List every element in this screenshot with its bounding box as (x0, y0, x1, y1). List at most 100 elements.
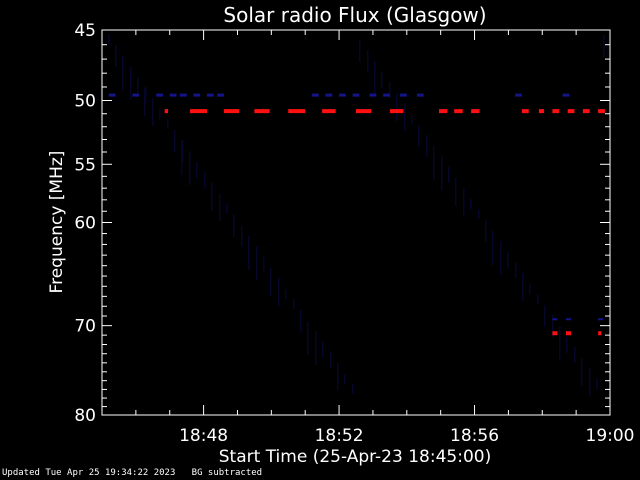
blue-band-segment (169, 93, 177, 97)
blue-band-segment (179, 93, 187, 97)
plot-area (102, 30, 610, 415)
red-band-segment (567, 109, 575, 114)
noise-streak (537, 294, 539, 304)
blue-band-segment (325, 93, 333, 97)
red-band-segment (471, 109, 480, 114)
blue-band-segment (416, 93, 424, 97)
noise-streak (411, 114, 413, 124)
red-band-segment (521, 109, 529, 114)
blue-band-segment (217, 93, 224, 97)
blue-band-segment (369, 93, 377, 97)
noise-streak (144, 88, 146, 116)
noise-streak (552, 315, 554, 337)
x-axis: 18:48 18:52 18:56 19:00 (101, 30, 635, 446)
red-band-segment (288, 109, 306, 114)
noise-streak (226, 204, 228, 214)
noise-streak (404, 103, 406, 131)
noise-streak (352, 384, 354, 394)
noise-streak (544, 305, 546, 327)
noise-streak (441, 156, 443, 190)
red-band-segment (389, 109, 404, 114)
noise-streak (603, 35, 605, 57)
noise-streak (219, 193, 221, 221)
noise-streak (485, 220, 487, 242)
y-tick-label: 60 (74, 214, 96, 234)
red-band-segment (356, 109, 372, 114)
noise-streak (189, 151, 191, 185)
noise-streak (263, 257, 265, 273)
noise-streak (270, 268, 272, 296)
noise-streak (330, 352, 332, 368)
noise-streak (278, 278, 280, 306)
blue-band-segment (352, 93, 360, 97)
noise-streak (248, 236, 250, 270)
blue-band-segment (132, 93, 140, 97)
x-tick-label: 18:56 (450, 426, 499, 446)
noise-streak (559, 326, 561, 360)
blue-band-segment (562, 93, 570, 97)
noise-streak (359, 40, 361, 62)
noise-streak (455, 178, 457, 206)
blue-band-segment (108, 93, 116, 97)
noise-streak (115, 45, 117, 67)
noise-streak (433, 146, 435, 180)
red-band-segment (254, 109, 270, 114)
noise-streak (581, 358, 583, 386)
noise-streak (322, 342, 324, 358)
red-band-segment (438, 109, 448, 114)
red-band-segment (164, 109, 169, 114)
background-note: BG subtracted (191, 468, 263, 478)
red-burst-segment (598, 331, 602, 336)
noise-streak (396, 93, 398, 121)
noise-streak (293, 299, 295, 309)
noise-streak (181, 141, 183, 175)
noise-streak (566, 337, 568, 353)
noise-streak (167, 119, 169, 129)
noise-streak (492, 231, 494, 265)
noise-streak (596, 379, 598, 389)
noise-streak (174, 130, 176, 152)
noise-streak (145, 87, 147, 103)
noise-streak (507, 252, 509, 268)
red-band-segment (582, 109, 590, 114)
noise-streak (426, 135, 428, 157)
noise-streak (159, 109, 161, 119)
y-tick-label: 80 (74, 406, 96, 426)
noise-streak (256, 246, 258, 280)
noise-streak (529, 284, 531, 294)
blue-band-segment (339, 93, 346, 97)
blue-band-segment (206, 93, 214, 97)
x-tick-label: 18:48 (179, 426, 228, 446)
blue-band-segment (383, 93, 390, 97)
noise-streak (315, 331, 317, 365)
noise-streak (307, 321, 309, 355)
noise-streak (152, 98, 154, 126)
noise-streak (522, 273, 524, 301)
signal-marks (108, 93, 605, 336)
y-tick-label: 55 (74, 155, 96, 175)
blue-streak (565, 318, 571, 321)
noise-streak (367, 50, 369, 72)
noise-streak (285, 289, 287, 299)
y-tick-label: 70 (74, 317, 96, 337)
noise-streak (574, 347, 576, 363)
red-band-segment (454, 109, 463, 114)
noise-streak (122, 56, 124, 90)
y-axis-label: Frequency [MHz] (47, 151, 67, 294)
blue-band-segment (515, 93, 522, 97)
x-tick-label: 19:00 (586, 426, 635, 446)
noise-streak (108, 34, 110, 44)
red-band-segment (190, 109, 207, 114)
noise-streak (470, 199, 472, 209)
noise-streak (233, 215, 235, 237)
red-band-segment (223, 109, 240, 114)
updated-timestamp: Updated Tue Apr 25 19:34:22 2023 (2, 468, 176, 478)
blue-band-segment (311, 93, 319, 97)
noise-streak (515, 262, 517, 278)
noise-streak (300, 310, 302, 332)
background-noise (108, 34, 605, 396)
noise-streak (418, 125, 420, 147)
noise-streak (389, 82, 391, 98)
blue-band-segment (193, 93, 201, 97)
y-axis: 45 50 55 60 70 80 (74, 21, 610, 426)
